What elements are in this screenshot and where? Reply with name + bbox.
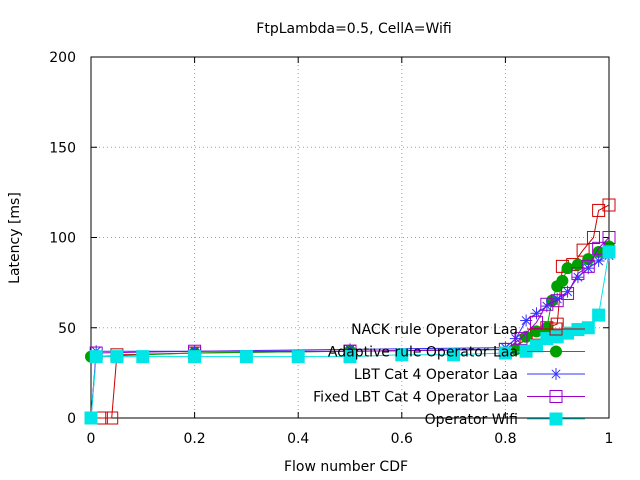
x-tick-label: 0.6: [391, 431, 413, 447]
data-point: [110, 350, 124, 364]
legend-entry: Operator Wifi: [425, 412, 585, 428]
x-axis-label: Flow number CDF: [284, 459, 408, 475]
data-point: [581, 321, 595, 335]
data-point: [581, 259, 595, 273]
legend-label: LBT Cat 4 Operator Laa: [354, 367, 518, 383]
data-point: [602, 245, 616, 259]
data-point: [239, 350, 253, 364]
data-point: [602, 198, 616, 212]
data-point: [447, 348, 461, 362]
data-point: [520, 330, 533, 343]
y-axis-label: Latency [ms]: [7, 192, 23, 284]
data-point: [520, 314, 533, 327]
legend-label: Adaptive rule Operator Laa: [328, 345, 518, 361]
x-tick-label: 0.4: [287, 431, 309, 447]
data-point: [291, 350, 305, 364]
data-point: [592, 203, 606, 217]
legend-entry: Fixed LBT Cat 4 Operator Laa: [313, 390, 585, 406]
chart-title: FtpLambda=0.5, CellA=Wifi: [256, 21, 451, 37]
data-point: [556, 274, 569, 287]
legend-marker: [550, 345, 562, 358]
data-point: [514, 332, 528, 346]
series-4: [84, 245, 616, 425]
data-point: [571, 267, 585, 281]
y-tick-label: 0: [67, 411, 76, 427]
series-group: [84, 198, 616, 425]
legend: NACK rule Operator Laa Adaptive rule Oper…: [313, 322, 585, 428]
series-line: [91, 204, 610, 419]
data-point: [395, 348, 409, 362]
data-point: [550, 294, 564, 308]
series-line: [90, 237, 610, 419]
data-point: [602, 231, 616, 244]
y-tick-label: 100: [49, 231, 76, 247]
data-point: [84, 411, 98, 425]
data-point: [571, 258, 584, 271]
y-tick-label: 50: [58, 321, 76, 337]
data-point: [592, 308, 606, 322]
data-point: [586, 231, 600, 244]
grid: [91, 57, 609, 418]
x-tick-label: 0.8: [494, 431, 516, 447]
y-tick-label: 150: [49, 140, 76, 156]
data-point: [530, 325, 543, 338]
data-point: [592, 254, 605, 267]
legend-label: Fixed LBT Cat 4 Operator Laa: [313, 390, 518, 406]
x-tick-label: 0.2: [183, 431, 205, 447]
legend-entry: Adaptive rule Operator Laa: [328, 345, 585, 361]
legend-marker: [549, 322, 563, 336]
data-point: [188, 350, 202, 364]
legend-entry: LBT Cat 4 Operator Laa: [354, 367, 585, 383]
data-point: [498, 346, 512, 360]
data-point: [540, 297, 554, 311]
legend-entry: NACK rule Operator Laa: [351, 322, 585, 338]
data-point: [540, 321, 553, 334]
legend-marker: [550, 368, 562, 380]
data-point: [136, 350, 150, 364]
y-tick-label: 200: [49, 50, 76, 66]
data-point: [529, 315, 543, 329]
data-point: [561, 262, 574, 275]
legend-label: NACK rule Operator Laa: [351, 322, 518, 338]
data-point: [561, 286, 575, 300]
axes: 0 0.2 0.4 0.6 0.8 1 0 50 100 150 200: [49, 50, 613, 447]
data-point: [89, 350, 103, 364]
data-point: [343, 350, 357, 364]
x-tick-label: 1: [605, 431, 614, 447]
x-tick-label: 0: [87, 431, 96, 447]
legend-marker: [549, 390, 563, 403]
data-point: [105, 411, 119, 425]
legend-label: Operator Wifi: [425, 412, 518, 428]
legend-marker: [549, 412, 563, 426]
